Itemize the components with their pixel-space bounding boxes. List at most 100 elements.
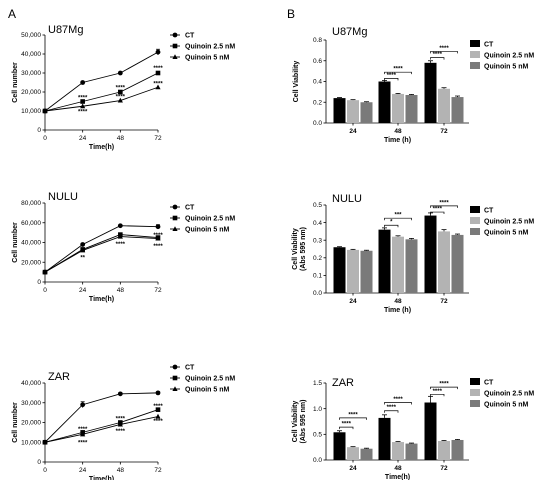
data-point: [155, 235, 161, 241]
significance-label: ****: [153, 233, 163, 239]
x-axis-title: Time(h): [89, 476, 114, 480]
panel-label-b: B: [287, 7, 295, 21]
bar: [451, 97, 464, 123]
y-tick-label: 20,000: [21, 259, 41, 266]
x-tick-label: 48: [394, 128, 402, 135]
series-line: [44, 236, 159, 273]
x-tick-label: 72: [154, 467, 162, 474]
significance-label: ****: [393, 67, 403, 73]
significance-bracket: [430, 393, 445, 397]
y-axis-title-line: (Abs 595 nm): [300, 400, 307, 444]
bar: [405, 239, 418, 293]
data-point: [118, 89, 123, 95]
significance-label: ****: [348, 412, 358, 418]
y-tick-label: 30,000: [21, 70, 41, 77]
significance-label: ****: [433, 389, 443, 395]
chart-title: NULU: [48, 191, 78, 203]
data-point: [80, 431, 86, 437]
legend-marker: [172, 43, 178, 49]
bar: [333, 98, 346, 123]
legend-marker: [172, 54, 178, 59]
legend-label: Quinoin 2.5 nM: [484, 391, 534, 398]
y-tick-label: 0: [37, 459, 41, 466]
y-tick-label: 10,000: [21, 108, 41, 115]
legend-label: Quinoin 2.5 nM: [185, 376, 235, 383]
significance-label: ****: [153, 244, 163, 250]
x-axis-title: Time (h): [384, 137, 411, 144]
x-tick-label: 0: [43, 135, 47, 142]
legend-marker: [172, 364, 178, 370]
series-line: [44, 392, 159, 443]
x-tick-label: 72: [440, 128, 448, 135]
data-point: [80, 80, 86, 85]
y-tick-label: 0.2: [313, 99, 322, 106]
legend-marker: [172, 226, 178, 231]
legend-marker: [172, 215, 178, 221]
legend-label: Quinoin 5 nM: [185, 55, 229, 62]
y-axis-title: Cell number: [12, 402, 19, 443]
significance-label: ****: [153, 419, 163, 425]
line-chart-zar: ZAR 0 10,000 20,000 30,000 40,000 0 24 48 72 Time(…: [12, 365, 235, 480]
significance-label: ****: [116, 86, 126, 92]
x-tick-label: 48: [117, 467, 125, 474]
significance-bracket: [384, 217, 412, 221]
bar: [438, 88, 450, 123]
x-tick-label: 48: [117, 287, 125, 294]
data-point: [155, 49, 161, 55]
data-point: [155, 390, 161, 396]
series-line: [44, 416, 159, 443]
line-chart-u87mg: U87Mg 0 10,000 20,000 30,000 40,000 50,000 0 24 4…: [12, 24, 235, 151]
bar: [378, 229, 391, 293]
legend-swatch: [470, 62, 480, 69]
bar: [424, 402, 437, 460]
bar: [451, 234, 464, 293]
legend-label: CT: [484, 380, 494, 387]
bar: [405, 443, 418, 460]
y-tick-label: 20,000: [21, 420, 41, 427]
legend-label: Quinoin 2.5 nM: [484, 53, 534, 60]
bar-chart-nulu: NULU 0.0 0.1 0.2 0.3 0.4 0.5 24 48 72 Time (h) Cell…: [292, 193, 534, 314]
y-tick-label: 0.1: [313, 273, 322, 280]
y-axis-title: Cell Viability(Abs 595 nm): [292, 400, 307, 444]
x-tick-label: 72: [154, 135, 162, 142]
y-axis-title: Cell number: [12, 62, 19, 103]
y-axis-title: Cell Viability(Abs 595 nm): [292, 227, 307, 271]
series-line: [44, 234, 159, 273]
y-tick-label: 40,000: [21, 51, 41, 58]
x-tick-label: 24: [79, 467, 87, 474]
line-chart-nulu: NULU 0 20,000 40,000 60,000 80,000 0 24 48 72 Time…: [12, 191, 235, 303]
data-point: [155, 413, 161, 419]
x-tick-label: 0: [43, 287, 47, 294]
y-tick-label: 30,000: [21, 400, 41, 407]
y-tick-label: 0: [37, 127, 41, 134]
legend-marker: [172, 386, 178, 391]
data-point: [80, 402, 86, 408]
y-tick-label: 0.4: [313, 220, 322, 227]
significance-label: ****: [116, 417, 126, 423]
chart-title: NULU: [332, 193, 362, 205]
legend-label: Quinoin 2.5 nM: [484, 219, 534, 226]
legend-marker: [172, 375, 178, 381]
y-tick-label: 0.0: [313, 457, 322, 464]
significance-bracket: [384, 224, 399, 228]
panel-label-a: A: [8, 7, 16, 21]
chart-title: U87Mg: [48, 24, 83, 36]
bar: [424, 215, 437, 293]
y-tick-label: 50,000: [21, 32, 41, 39]
y-tick-label: 20,000: [21, 89, 41, 96]
bar: [347, 249, 359, 293]
y-tick-label: 0.5: [313, 432, 322, 439]
y-tick-label: 1.0: [313, 406, 322, 413]
series-line: [44, 72, 159, 112]
significance-bracket: [430, 386, 458, 390]
data-point: [117, 233, 123, 239]
data-point: [155, 84, 161, 90]
significance-label: ****: [78, 427, 88, 433]
y-tick-label: 40,000: [21, 240, 41, 247]
y-tick-label: 10,000: [21, 439, 41, 446]
significance-bracket: [384, 71, 412, 75]
legend-label: Quinoin 5 nM: [185, 387, 229, 394]
bar: [347, 100, 359, 123]
significance-label: ****: [439, 200, 449, 206]
chart-title: U87Mg: [332, 26, 367, 38]
